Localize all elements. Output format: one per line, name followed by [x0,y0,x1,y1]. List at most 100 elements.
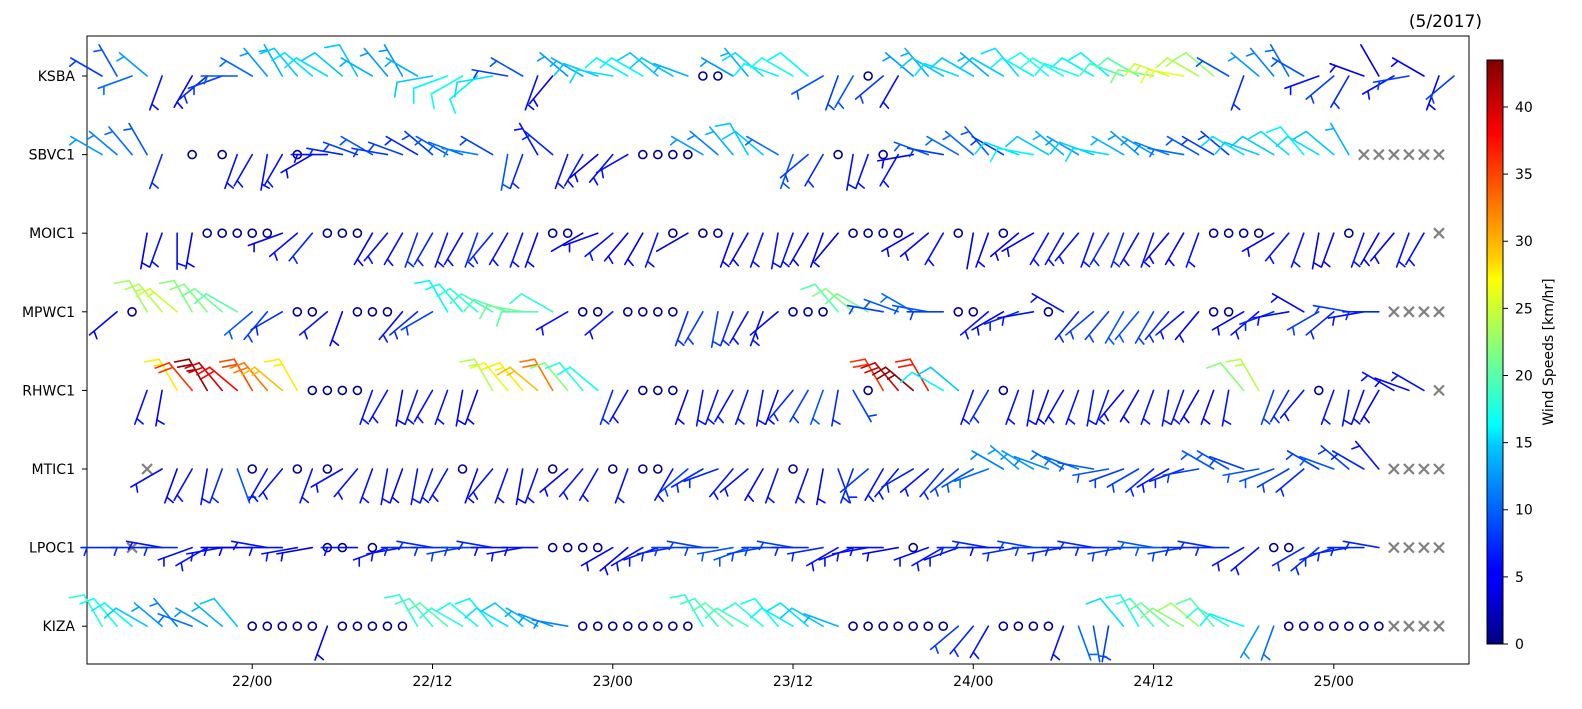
wind-barb [1230,135,1275,156]
wind-barb [1007,52,1050,77]
wind-barb [1072,468,1110,484]
wind-barb [569,68,614,84]
calm-marker [307,306,318,317]
wind-barb [684,310,704,345]
wind-barb [1120,135,1155,156]
wind-barb [1035,389,1050,426]
wind-barb [891,304,930,315]
calm-marker [1043,621,1054,632]
wind-barb [1275,135,1320,156]
wind-barb [185,546,223,562]
wind-barb [766,602,809,628]
wind-barb [224,153,239,190]
wind-barb [806,546,839,572]
wind-barb [770,232,781,270]
wind-barb [1341,389,1352,427]
wind-barb [1147,546,1185,562]
calm-marker [1313,621,1324,632]
wind-barb [584,232,614,261]
wind-barb [524,75,539,111]
wind-barb [729,232,749,267]
wind-barb [608,389,629,424]
wind-barb [86,130,118,156]
calm-marker [893,228,903,238]
wind-barb [1185,607,1230,628]
wind-barb [486,546,524,562]
wind-barb [258,468,284,500]
wind-barb [1140,607,1185,628]
x-tick-label: 23/12 [773,674,813,690]
wind-barb [1374,377,1410,392]
calm-marker [382,621,393,632]
wind-barb [248,468,269,503]
wind-barb [489,57,524,77]
wind-barb [1390,57,1425,77]
wind-barb [726,546,764,562]
wind-barb [1155,57,1200,77]
calm-marker [1298,621,1309,632]
calm-marker [653,306,663,317]
wind-barb [929,468,960,497]
wind-barb [436,602,479,628]
wind-barb [990,57,1035,77]
wind-barb [563,153,584,188]
wind-barb [414,135,449,156]
calm-marker [367,621,378,632]
wind-barb [766,52,809,77]
calm-marker [262,228,273,238]
wind-barb [155,389,165,427]
calm-marker [337,228,348,238]
wind-barb [1064,147,1110,163]
wind-barb [1286,310,1320,336]
wind-barb [184,362,223,392]
chart-title: (5/2017) [1409,12,1482,32]
calm-marker [217,228,227,238]
calm-marker [698,71,708,81]
wind-barb [1110,68,1155,84]
wind-barb [1050,57,1095,77]
wind-barb [925,135,960,156]
y-tick-label: MPWC1 [22,305,75,321]
wind-barb [260,153,270,191]
calm-marker [653,621,663,632]
wind-barb [714,122,749,156]
wind-barb [876,153,914,169]
calm-marker [577,542,588,553]
wind-barb [1211,310,1245,336]
wind-barb [1214,141,1260,156]
wind-barb [1390,371,1425,392]
wind-barb [136,287,178,313]
colorbar: 0 5 10 15 20 25 30 35 40 [1486,59,1533,653]
wind-barb [301,52,344,77]
wind-barb [680,597,719,628]
wind-barb [809,389,824,426]
wind-barb [1080,232,1095,268]
wind-barb [495,310,539,327]
wind-barb [116,52,148,77]
wind-barb [1175,597,1215,628]
wind-barb [494,468,509,504]
wind-barb [556,366,599,392]
calm-marker [713,71,723,81]
wind-barb [456,540,494,551]
x-tick-label: 24/12 [1133,674,1173,690]
wind-barb [1005,389,1020,426]
calm-marker [592,306,603,317]
wind-barb [1342,310,1380,321]
wind-barb [1230,546,1260,576]
wind-barb [320,546,359,557]
wind-barb [384,135,419,156]
wind-barb [393,75,434,98]
wind-barb [749,310,779,340]
missing-marker [1418,463,1430,475]
wind-barb [1030,292,1065,313]
wind-barb [200,468,210,506]
wind-barb [729,310,749,345]
missing-marker [1388,541,1400,554]
wind-barb [1270,292,1305,313]
wind-barb [1324,122,1350,156]
wind-barb [1284,75,1320,96]
wind-barb [1054,310,1080,343]
wind-barb [239,47,269,77]
colorbar-tick-label: 25 [1515,301,1533,317]
